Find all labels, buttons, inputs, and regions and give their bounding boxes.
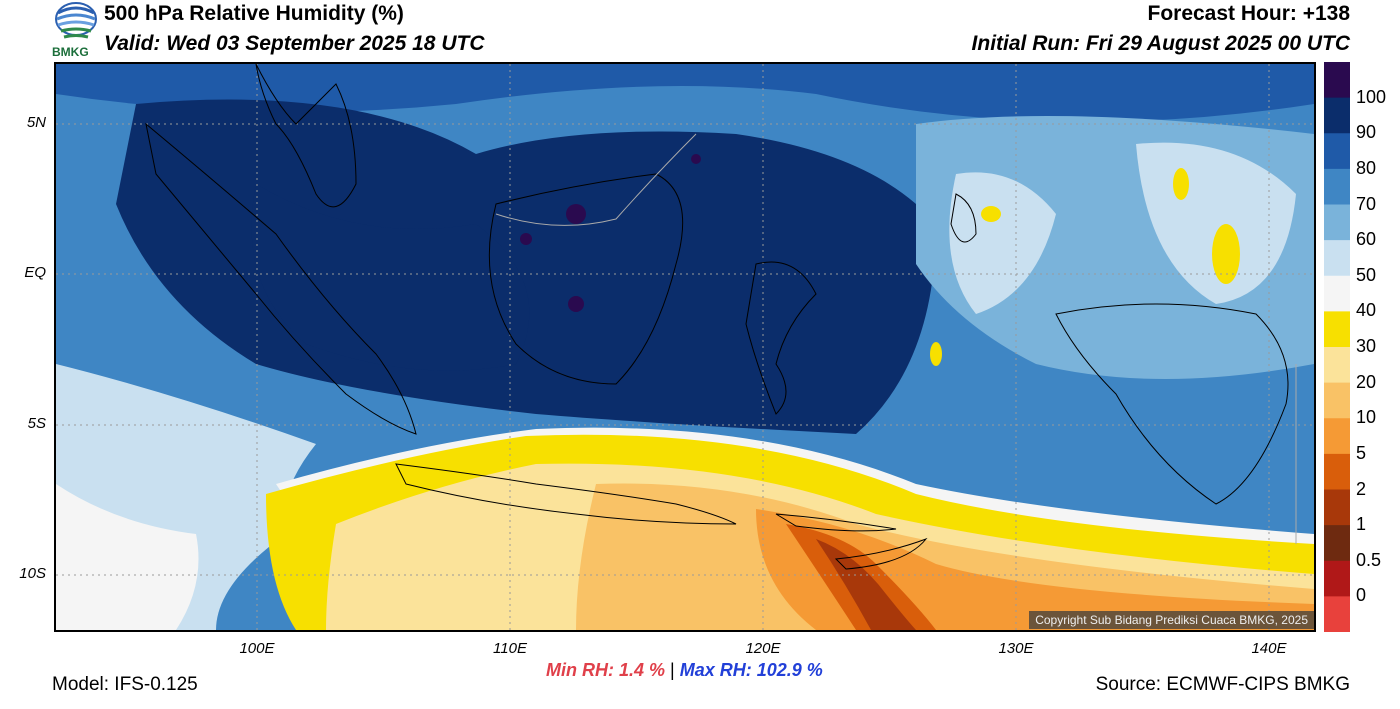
- colorbar-label: 0.5: [1356, 549, 1382, 570]
- colorbar-label: 80: [1356, 157, 1377, 178]
- lat-label-eq: EQ: [24, 264, 46, 281]
- logo-text: BMKG: [52, 45, 89, 59]
- lon-label-140e: 140E: [1251, 640, 1287, 657]
- colorbar-label: 10: [1356, 407, 1377, 428]
- grid-lines: [56, 64, 1314, 630]
- colorbar-segment: [1324, 240, 1350, 277]
- colorbar: [1324, 62, 1350, 632]
- colorbar-segment: [1324, 418, 1350, 455]
- lat-label-10s: 10S: [19, 565, 46, 582]
- bmkg-logo: [55, 2, 97, 39]
- colorbar-segment: [1324, 204, 1350, 241]
- colorbar-label: 2: [1356, 478, 1367, 499]
- min-max-separator: |: [670, 660, 675, 680]
- colorbar-segment: [1324, 275, 1350, 312]
- lon-label-130e: 130E: [998, 640, 1034, 657]
- lon-label-100e: 100E: [239, 640, 275, 657]
- rh-field-north: [56, 64, 1314, 122]
- source-label: Source: ECMWF-CIPS BMKG: [1095, 674, 1350, 695]
- colorbar-label: 5: [1356, 442, 1367, 463]
- valid-time: Valid: Wed 03 September 2025 18 UTC: [104, 32, 485, 55]
- colorbar-label: 70: [1356, 193, 1377, 214]
- colorbar-segment: [1324, 596, 1350, 632]
- colorbar-label: 90: [1356, 122, 1377, 143]
- colorbar-label: 1: [1356, 514, 1367, 535]
- colorbar-segment: [1324, 62, 1350, 99]
- colorbar-segment: [1324, 168, 1350, 205]
- colorbar-label: 100: [1356, 86, 1387, 107]
- colorbar-label: 50: [1356, 264, 1377, 285]
- forecast-hour: Forecast Hour: +138: [1147, 2, 1351, 25]
- colorbar-label: 20: [1356, 371, 1377, 392]
- lat-label-5n: 5N: [26, 114, 46, 131]
- colorbar-segment: [1324, 382, 1350, 419]
- borders: [495, 133, 1297, 544]
- colorbar-segment: [1324, 133, 1350, 170]
- colorbar-segment: [1324, 453, 1350, 490]
- lat-label-5s: 5S: [27, 415, 46, 432]
- humidity-map: [54, 62, 1316, 632]
- map-title: 500 hPa Relative Humidity (%): [104, 2, 404, 25]
- colorbar-segment: [1324, 560, 1350, 597]
- colorbar-segment: [1324, 311, 1350, 348]
- coastlines: [145, 64, 1289, 570]
- colorbar-segment: [1324, 97, 1350, 134]
- colorbar-label: 60: [1356, 229, 1377, 250]
- colorbar-segment: [1324, 347, 1350, 384]
- initial-run: Initial Run: Fri 29 August 2025 00 UTC: [971, 32, 1350, 55]
- min-rh: Min RH: 1.4 %: [546, 660, 666, 680]
- lon-label-110e: 110E: [493, 640, 527, 657]
- lon-label-120e: 120E: [745, 640, 781, 657]
- colorbar-segment: [1324, 489, 1350, 526]
- model-label: Model: IFS-0.125: [52, 674, 198, 695]
- max-rh: Max RH: 102.9 %: [679, 660, 823, 680]
- colorbar-label: 0: [1356, 585, 1367, 606]
- colorbar-label: 30: [1356, 336, 1377, 356]
- min-max-readout: Min RH: 1.4 % | Max RH: 102.9 %: [546, 660, 823, 681]
- copyright-note: Copyright Sub Bidang Prediksi Cuaca BMKG…: [1029, 611, 1314, 629]
- colorbar-label: 40: [1356, 300, 1377, 321]
- rh-field-core: [116, 99, 936, 435]
- colorbar-segment: [1324, 525, 1350, 562]
